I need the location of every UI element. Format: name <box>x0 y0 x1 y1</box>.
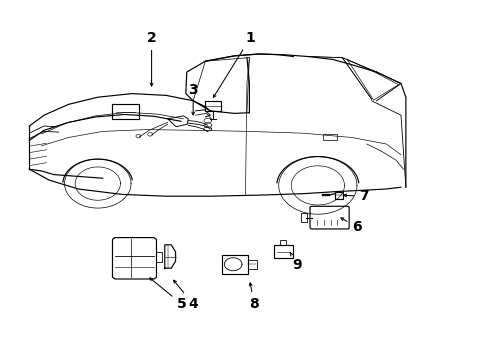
Bar <box>279 240 285 245</box>
Bar <box>112 104 139 119</box>
Bar <box>334 192 342 199</box>
Bar <box>322 134 337 140</box>
Text: 4: 4 <box>173 280 198 311</box>
Text: 1: 1 <box>213 31 255 98</box>
Bar <box>301 213 306 222</box>
Bar <box>273 245 293 258</box>
Bar <box>222 255 247 274</box>
Bar <box>247 260 256 269</box>
Text: 8: 8 <box>249 283 259 311</box>
Text: 2: 2 <box>146 31 156 86</box>
Bar <box>205 101 221 111</box>
Bar <box>156 252 162 262</box>
Text: 9: 9 <box>289 252 302 271</box>
Text: 3: 3 <box>188 83 198 115</box>
Text: 5: 5 <box>149 278 186 311</box>
Text: 6: 6 <box>340 218 361 234</box>
Text: 7: 7 <box>343 189 368 203</box>
